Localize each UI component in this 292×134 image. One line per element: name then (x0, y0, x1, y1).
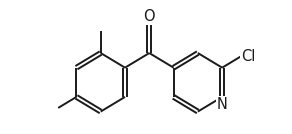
Text: N: N (217, 97, 227, 112)
Text: O: O (143, 9, 155, 24)
Text: Cl: Cl (241, 49, 256, 64)
